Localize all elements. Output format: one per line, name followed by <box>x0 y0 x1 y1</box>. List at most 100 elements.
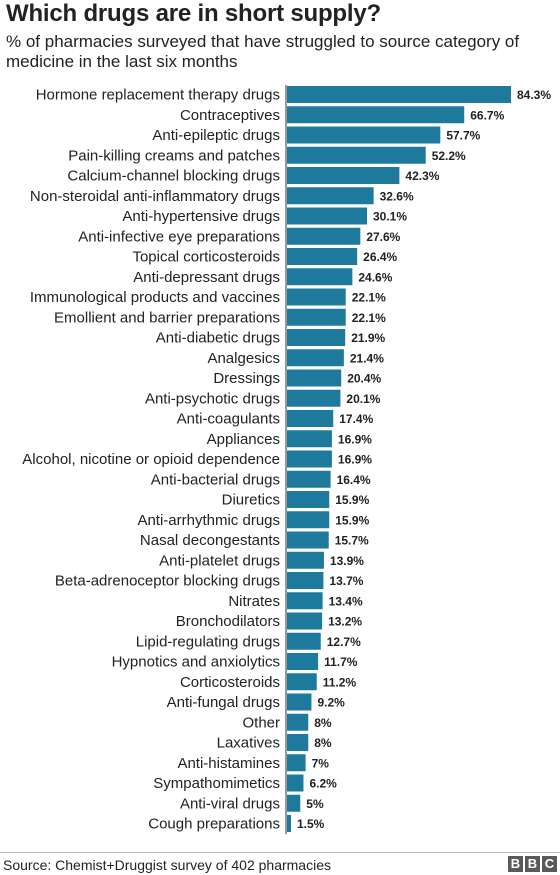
category-label: Contraceptives <box>180 107 280 124</box>
bar <box>287 815 291 832</box>
category-label: Anti-epileptic drugs <box>152 127 280 144</box>
bar <box>287 86 511 103</box>
logo-block: C <box>542 856 557 872</box>
bar <box>287 430 332 448</box>
bar <box>287 612 323 630</box>
value-label: 20.4% <box>347 372 381 386</box>
category-label: Cough preparations <box>148 816 280 833</box>
category-label: Anti-platelet drugs <box>159 552 280 569</box>
bar <box>287 329 346 346</box>
bar <box>287 146 426 164</box>
value-label: 12.7% <box>327 635 361 649</box>
bar-chart: Hormone replacement therapy drugs 84.3% Co… <box>22 85 551 835</box>
category-label: Analgesics <box>207 350 280 367</box>
category-label: Beta-adrenoceptor blocking drugs <box>55 573 280 590</box>
value-label: 13.2% <box>328 615 362 629</box>
bar <box>287 227 361 245</box>
bar <box>287 389 341 407</box>
bar <box>287 491 330 508</box>
value-label: 9.2% <box>317 696 345 710</box>
value-label: 17.4% <box>339 412 373 426</box>
bar <box>287 632 321 650</box>
category-label: Other <box>242 714 280 731</box>
value-label: 13.9% <box>330 554 364 568</box>
value-label: 8% <box>314 736 332 750</box>
bar <box>287 369 342 387</box>
value-label: 27.6% <box>366 230 400 244</box>
category-label: Hormone replacement therapy drugs <box>36 87 280 104</box>
bar <box>287 470 331 488</box>
category-label: Anti-depressant drugs <box>133 269 280 286</box>
value-label: 16.4% <box>337 473 371 487</box>
value-label: 16.9% <box>338 432 372 446</box>
value-label: 26.4% <box>363 250 397 264</box>
category-label: Diuretics <box>222 492 280 509</box>
category-label: Anti-hypertensive drugs <box>122 208 280 225</box>
bar <box>287 268 353 286</box>
value-label: 21.4% <box>350 351 384 365</box>
bar <box>287 187 374 205</box>
value-label: 15.9% <box>335 493 369 507</box>
value-label: 1.5% <box>297 817 325 831</box>
value-label: 24.6% <box>358 270 392 284</box>
bar <box>287 248 358 265</box>
category-label: Pain-killing creams and patches <box>68 147 280 164</box>
value-label: 52.2% <box>432 149 466 163</box>
bar <box>287 592 323 610</box>
value-label: 15.7% <box>335 534 369 548</box>
logo-block: B <box>508 856 523 872</box>
bar <box>287 167 400 184</box>
bar <box>287 673 317 691</box>
value-label: 32.6% <box>380 189 414 203</box>
value-label: 84.3% <box>517 88 551 102</box>
bar <box>287 308 346 326</box>
category-label: Emollient and barrier preparations <box>54 309 280 326</box>
value-label: 8% <box>314 716 332 730</box>
category-label: Immunological products and vaccines <box>30 289 280 306</box>
value-label: 13.7% <box>329 574 363 588</box>
bar <box>287 106 465 124</box>
value-label: 16.9% <box>338 453 372 467</box>
category-label: Dressings <box>213 370 280 387</box>
category-label: Anti-viral drugs <box>180 795 280 812</box>
category-label: Anti-histamines <box>177 755 280 772</box>
value-label: 42.3% <box>405 169 439 183</box>
category-label: Anti-coagulants <box>177 411 280 428</box>
bar <box>287 653 319 670</box>
category-label: Appliances <box>207 431 280 448</box>
footer-divider <box>0 852 560 853</box>
value-label: 15.9% <box>335 513 369 527</box>
logo-block: B <box>525 856 540 872</box>
bar <box>287 531 329 549</box>
category-label: Sympathomimetics <box>153 775 280 792</box>
category-label: Non-steroidal anti-inflammatory drugs <box>30 188 280 205</box>
bar <box>287 774 304 792</box>
category-label: Anti-arrhythmic drugs <box>137 512 280 529</box>
value-label: 11.7% <box>324 655 358 669</box>
bar <box>287 126 441 144</box>
value-label: 20.1% <box>346 392 380 406</box>
bar <box>287 713 309 731</box>
category-label: Anti-diabetic drugs <box>156 330 280 347</box>
bar <box>287 511 330 529</box>
category-label: Corticosteroids <box>180 674 280 691</box>
bar <box>287 450 332 468</box>
category-label: Topical corticosteroids <box>132 249 280 266</box>
category-label: Nasal decongestants <box>140 532 280 549</box>
bar <box>287 207 367 225</box>
value-label: 66.7% <box>470 108 504 122</box>
bar <box>287 693 312 711</box>
bar <box>287 551 324 569</box>
category-label: Anti-bacterial drugs <box>151 471 280 488</box>
source-note: Source: Chemist+Druggist survey of 402 p… <box>3 857 331 873</box>
category-label: Anti-psychotic drugs <box>145 390 280 407</box>
value-label: 7% <box>312 756 330 770</box>
value-label: 11.2% <box>323 675 357 689</box>
bbc-logo: B B C <box>508 856 557 872</box>
bar <box>287 349 344 367</box>
bar <box>287 754 306 772</box>
category-label: Bronchodilators <box>176 613 280 630</box>
value-label: 5% <box>306 797 324 811</box>
chart-title: Which drugs are in short supply? <box>6 0 381 27</box>
bar <box>287 734 309 751</box>
